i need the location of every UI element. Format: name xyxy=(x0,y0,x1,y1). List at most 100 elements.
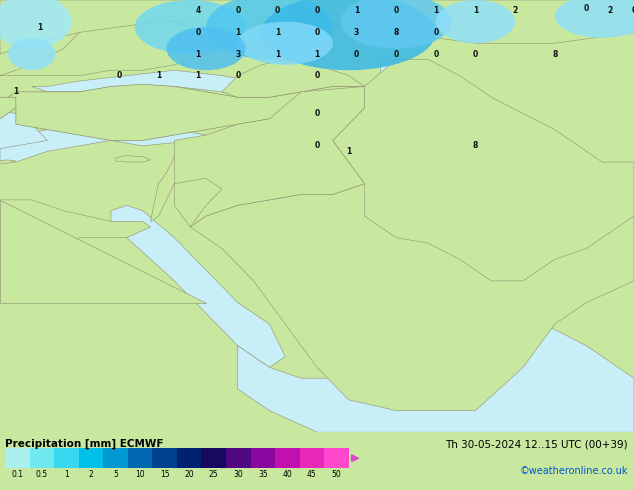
Text: 15: 15 xyxy=(160,470,169,479)
Text: 1: 1 xyxy=(314,49,320,58)
Polygon shape xyxy=(0,124,206,162)
Text: 0.5: 0.5 xyxy=(36,470,48,479)
Text: 0: 0 xyxy=(631,6,634,15)
Bar xyxy=(152,448,177,468)
Text: 2: 2 xyxy=(607,6,613,15)
Polygon shape xyxy=(151,135,230,221)
Polygon shape xyxy=(174,178,222,227)
Text: 0: 0 xyxy=(394,49,399,58)
Text: 0.1: 0.1 xyxy=(11,470,23,479)
Ellipse shape xyxy=(262,0,436,70)
Text: 1: 1 xyxy=(13,87,18,97)
Bar xyxy=(275,448,300,468)
Polygon shape xyxy=(0,200,151,302)
Text: 0: 0 xyxy=(314,109,320,118)
Text: 3: 3 xyxy=(354,28,359,37)
Text: 1: 1 xyxy=(275,28,280,37)
Ellipse shape xyxy=(135,0,246,54)
Bar xyxy=(226,448,250,468)
Ellipse shape xyxy=(238,22,333,65)
Bar xyxy=(54,448,79,468)
Ellipse shape xyxy=(341,0,452,49)
Text: 1: 1 xyxy=(64,470,69,479)
Text: 50: 50 xyxy=(332,470,341,479)
Text: 45: 45 xyxy=(307,470,317,479)
Polygon shape xyxy=(380,59,428,141)
Text: 0: 0 xyxy=(314,141,320,150)
Text: Precipitation [mm] ECMWF: Precipitation [mm] ECMWF xyxy=(5,439,164,449)
Text: 8: 8 xyxy=(473,141,478,150)
Ellipse shape xyxy=(436,0,515,43)
Text: 10: 10 xyxy=(135,470,145,479)
Polygon shape xyxy=(0,84,301,141)
Text: 0: 0 xyxy=(116,71,122,80)
Ellipse shape xyxy=(0,0,72,49)
Ellipse shape xyxy=(555,0,634,38)
Text: 8: 8 xyxy=(552,49,557,58)
Text: 0: 0 xyxy=(433,28,439,37)
Text: 1: 1 xyxy=(195,71,201,80)
Text: 25: 25 xyxy=(209,470,219,479)
Ellipse shape xyxy=(206,0,333,59)
Text: 0: 0 xyxy=(314,71,320,80)
Polygon shape xyxy=(238,302,634,432)
Bar xyxy=(300,448,324,468)
Polygon shape xyxy=(222,59,365,97)
Bar xyxy=(79,448,103,468)
Bar xyxy=(177,448,202,468)
Text: 0: 0 xyxy=(433,49,439,58)
Text: 1: 1 xyxy=(433,6,439,15)
Text: 0: 0 xyxy=(354,49,359,58)
Bar xyxy=(103,448,128,468)
Polygon shape xyxy=(190,130,634,411)
Text: ©weatheronline.co.uk: ©weatheronline.co.uk xyxy=(519,466,628,476)
Text: 2: 2 xyxy=(89,470,93,479)
Text: 0: 0 xyxy=(195,28,201,37)
Text: 1: 1 xyxy=(275,49,280,58)
Text: 1: 1 xyxy=(37,23,42,31)
Polygon shape xyxy=(301,59,634,281)
Text: 0: 0 xyxy=(314,6,320,15)
Text: 3: 3 xyxy=(235,49,240,58)
Bar xyxy=(30,448,54,468)
Polygon shape xyxy=(115,156,151,162)
Text: 20: 20 xyxy=(184,470,194,479)
Text: 0: 0 xyxy=(394,6,399,15)
Text: 1: 1 xyxy=(354,6,359,15)
Text: 1: 1 xyxy=(195,49,201,58)
Text: 30: 30 xyxy=(233,470,243,479)
Text: 0: 0 xyxy=(235,71,240,80)
Text: 1: 1 xyxy=(473,6,478,15)
Text: 5: 5 xyxy=(113,470,118,479)
Text: 0: 0 xyxy=(314,28,320,37)
Polygon shape xyxy=(174,86,365,227)
Bar xyxy=(250,448,275,468)
Bar xyxy=(202,448,226,468)
Text: 0: 0 xyxy=(275,6,280,15)
Polygon shape xyxy=(0,160,16,163)
Polygon shape xyxy=(0,0,634,54)
Text: 1: 1 xyxy=(346,147,351,156)
Bar xyxy=(128,448,152,468)
Polygon shape xyxy=(0,86,16,135)
Polygon shape xyxy=(0,16,206,75)
Text: 0: 0 xyxy=(584,4,589,13)
Text: 8: 8 xyxy=(394,28,399,37)
Text: 35: 35 xyxy=(258,470,268,479)
Ellipse shape xyxy=(8,38,56,70)
Polygon shape xyxy=(32,70,254,92)
Text: 1: 1 xyxy=(156,71,161,80)
Text: 4: 4 xyxy=(195,6,201,15)
Text: 0: 0 xyxy=(473,49,478,58)
Text: 40: 40 xyxy=(283,470,292,479)
Text: 1: 1 xyxy=(235,28,240,37)
Polygon shape xyxy=(0,200,206,302)
Text: Th 30-05-2024 12..15 UTC (00+39): Th 30-05-2024 12..15 UTC (00+39) xyxy=(445,439,628,449)
Polygon shape xyxy=(0,92,48,151)
Ellipse shape xyxy=(167,27,246,70)
Bar xyxy=(5,448,30,468)
Text: 0: 0 xyxy=(235,6,240,15)
Bar xyxy=(324,448,349,468)
Polygon shape xyxy=(349,216,523,286)
Polygon shape xyxy=(111,205,285,368)
